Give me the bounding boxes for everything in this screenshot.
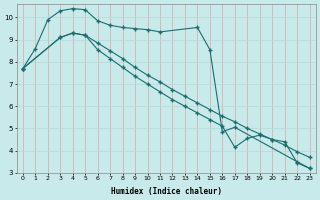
X-axis label: Humidex (Indice chaleur): Humidex (Indice chaleur) — [111, 187, 222, 196]
